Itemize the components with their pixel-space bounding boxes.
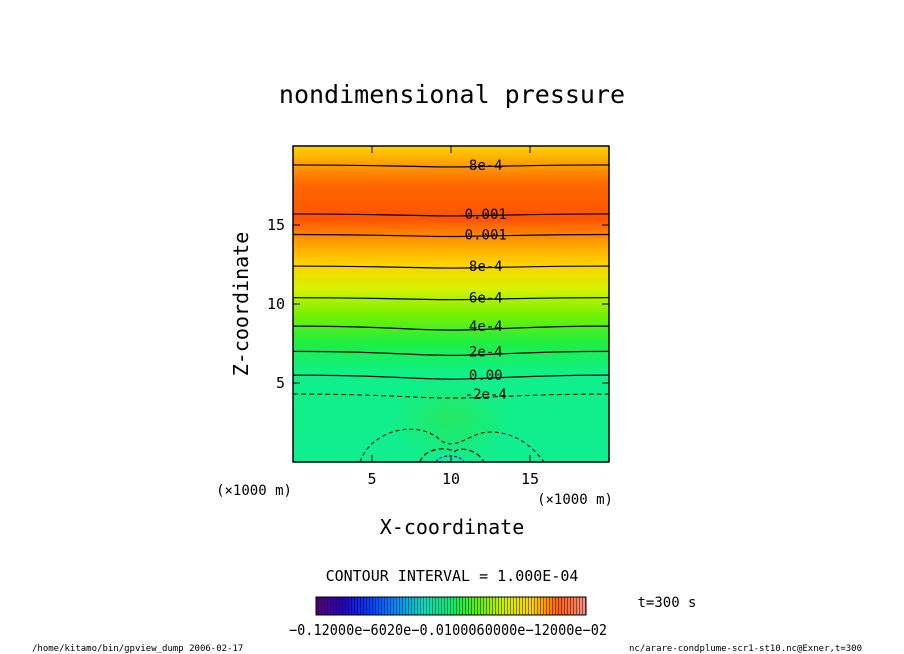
contour-label: 8e-4 (469, 158, 503, 174)
contour-line (293, 297, 609, 301)
contour-label: 4e-4 (469, 319, 503, 335)
contour-label: 0.00 (469, 368, 503, 384)
x-axis-unit: (×1000 m) (537, 492, 613, 508)
contour-line (293, 350, 609, 357)
axis-ticks: 5 10 15 5 10 15 (267, 146, 609, 488)
contour-line (293, 233, 609, 238)
footer-left: /home/kitamo/bin/gpview_dump 2006-02-17 (32, 644, 243, 654)
colorbar-frame (315, 596, 587, 616)
contour-label: 0.001 (465, 227, 507, 243)
x-tick-label: 10 (442, 470, 460, 488)
footer-right: nc/arare-condplume-scr1-st10.nc@Exner,t=… (629, 644, 862, 654)
contour-lines: 8e-4 0.001 0.001 8e-4 6e-4 4e-4 2e-4 0.00 -2e-4 (293, 158, 609, 403)
contour-line (293, 325, 609, 331)
contour-label: 2e-4 (469, 344, 503, 360)
plot-area: 8e-4 0.001 0.001 8e-4 6e-4 4e-4 2e-4 0.00 -2e-4 (293, 146, 609, 462)
contour-label: 8e-4 (469, 259, 503, 275)
colorbar-stripes (316, 597, 586, 615)
contour-line (293, 393, 609, 399)
y-tick-label: 5 (276, 374, 285, 392)
contour-line (293, 213, 609, 217)
contour-label: 6e-4 (469, 291, 503, 307)
contour-dashed-lower (359, 428, 545, 462)
contour-dashed-core (435, 455, 465, 462)
contour-dashed-inner (419, 448, 485, 462)
y-axis-label: Z-coordinate (229, 232, 253, 377)
x-tick-label: 15 (521, 470, 539, 488)
low-pressure-blob (392, 380, 512, 460)
time-label: t=300 s (637, 595, 696, 611)
contour-line (293, 164, 609, 168)
x-axis-label: X-coordinate (380, 515, 525, 539)
chart-title: nondimensional pressure (279, 80, 625, 109)
contour-line (293, 265, 609, 269)
contour-line (293, 374, 609, 380)
y-tick-label: 15 (267, 216, 285, 234)
colorbar-labels: −0.12000e−6020e−0.0100060000e−12000e−02 (289, 621, 607, 639)
contour-label: -2e-4 (465, 387, 507, 403)
x-tick-label: 5 (367, 470, 376, 488)
contour-interval: CONTOUR INTERVAL = 1.000E-04 (326, 567, 579, 585)
contour-label: 0.001 (465, 207, 507, 223)
y-axis-unit: (×1000 m) (216, 483, 292, 499)
y-tick-label: 10 (267, 295, 285, 313)
